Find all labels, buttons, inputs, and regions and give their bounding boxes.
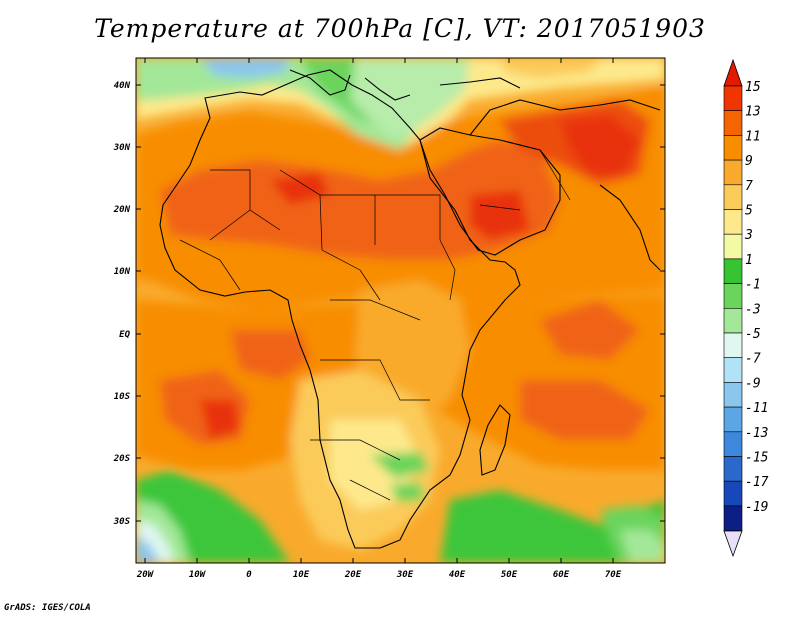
legend-swatch (723, 357, 743, 383)
legend-swatch (723, 283, 743, 309)
legend-label: -5 (745, 327, 761, 342)
lon-label: 40E (449, 570, 466, 580)
lat-label: 30S (113, 517, 131, 527)
legend-swatch (723, 258, 743, 284)
legend-swatch (723, 307, 743, 334)
map-frame (135, 57, 666, 564)
legend-swatch (723, 233, 743, 260)
legend-swatch (723, 85, 743, 112)
lon-label: 10E (293, 570, 310, 580)
legend-label: -15 (745, 451, 769, 466)
legend-swatch (723, 184, 743, 210)
legend-label: -13 (745, 426, 768, 441)
legend-label: -7 (745, 352, 761, 367)
legend-swatch (723, 135, 743, 161)
lon-label: 70E (605, 570, 622, 580)
lat-ticks (136, 84, 665, 522)
country-borders (179, 149, 571, 501)
legend-label: 5 (745, 204, 753, 219)
map-title: Temperature at 700hPa [C], VT: 201705190… (94, 14, 706, 43)
legend-swatch (723, 159, 743, 186)
lon-label: 0 (246, 570, 252, 580)
legend-label: 7 (745, 179, 753, 194)
legend-swatch (723, 456, 743, 482)
lon-labels: 20W 10W 0 10E 20E 30E 40E 50E 60E 70E (136, 570, 622, 580)
legend-swatch (723, 110, 743, 136)
lon-ticks (144, 58, 614, 563)
legend-swatch (723, 209, 743, 235)
lon-label: 50E (501, 570, 518, 580)
legend-label: -3 (745, 302, 761, 317)
lon-label: 20E (344, 570, 362, 580)
legend-label: 3 (744, 228, 753, 243)
legend-label: 9 (745, 154, 753, 169)
legend-bottom-arrow (723, 530, 743, 558)
coastlines (159, 69, 661, 549)
legend-label: -9 (745, 376, 761, 391)
lat-label: 40N (114, 81, 131, 91)
legend-label: -17 (745, 475, 769, 490)
legend-swatch (723, 505, 743, 531)
lon-label: 20W (136, 570, 155, 580)
lat-label: 20N (113, 205, 131, 215)
lat-label: 20S (113, 454, 131, 464)
lat-label: 10S (114, 392, 131, 402)
legend-label: -11 (745, 401, 768, 416)
lon-label: 10W (189, 570, 207, 580)
legend-swatch (723, 480, 743, 507)
legend-swatch (723, 431, 743, 457)
lat-label: 30N (113, 143, 131, 153)
legend-label: 15 (745, 80, 761, 95)
lat-label: 10N (114, 267, 131, 277)
legend-label: 13 (745, 105, 761, 120)
grads-credit: GrADS: IGES/COLA (4, 603, 91, 613)
legend-top-arrow (723, 58, 743, 87)
legend-swatch (723, 406, 743, 433)
lon-label: 30E (396, 570, 414, 580)
temperature-field (136, 58, 665, 563)
legend-swatch (723, 332, 743, 359)
lat-labels: 40N 30N 20N 10N EQ 10S 20S 30S (113, 81, 131, 527)
lat-label: EQ (119, 330, 130, 340)
lon-label: 60E (553, 570, 570, 580)
legend-label: -1 (745, 278, 761, 293)
color-legend: 15 13 11 9 7 5 3 1 -1 -3 -5 -7 -9 -11 -13 -15 -17 -19 (723, 58, 769, 558)
legend-swatch (723, 382, 743, 408)
legend-label: 11 (745, 129, 761, 144)
legend-label: -19 (745, 500, 768, 515)
legend-label: 1 (745, 253, 753, 268)
